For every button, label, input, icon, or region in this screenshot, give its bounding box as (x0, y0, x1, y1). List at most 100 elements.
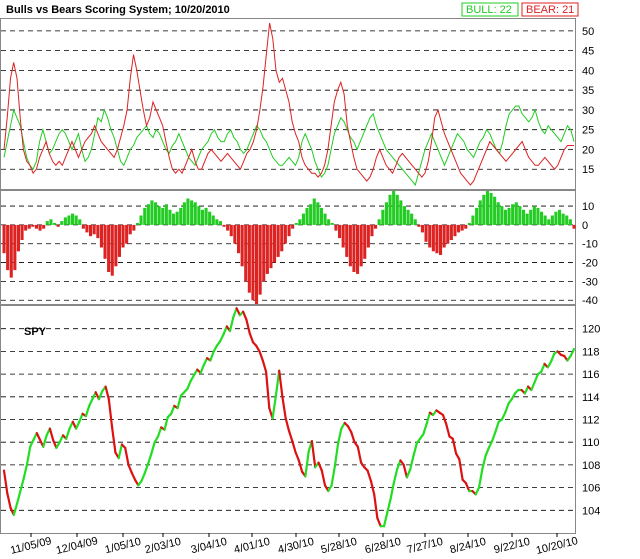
spy-segment (500, 411, 507, 421)
spy-segment (422, 422, 428, 436)
spy-segment (84, 404, 91, 418)
spy-segment (481, 454, 487, 471)
difference-bar (258, 224, 262, 295)
spy-segment (317, 461, 323, 472)
difference-bar (2, 224, 6, 254)
spy-segment (487, 440, 494, 449)
spy-segment (42, 434, 48, 448)
difference-bar (146, 204, 150, 225)
spy-segment (549, 352, 556, 363)
difference-bar (6, 224, 10, 271)
difference-bar (143, 207, 147, 225)
difference-bar (529, 209, 533, 225)
spy-segment (88, 398, 94, 407)
panel-spy-y-axis: 104 106 108 110 112 114 116 118 120 (582, 324, 600, 518)
difference-bar (410, 213, 414, 225)
difference-bar (370, 224, 374, 237)
spy-segment (409, 454, 415, 471)
spy-segment (51, 438, 58, 449)
difference-bar (265, 224, 269, 274)
spy-segment (124, 446, 130, 466)
spy-segment (209, 350, 215, 362)
panel-scores-grid (1, 30, 575, 170)
spy-series-label: SPY (24, 326, 47, 338)
panel-difference-y-axis: 10 0 -10 -20 -30 -40 (582, 201, 598, 307)
difference-bar (381, 209, 385, 225)
difference-bar (511, 204, 515, 225)
spy-segment (451, 437, 458, 455)
difference-bar (85, 224, 89, 233)
panel-difference-frame (0, 190, 576, 305)
y-tick-label: 30 (582, 105, 594, 117)
difference-bar (561, 213, 565, 225)
spy-segment (16, 489, 22, 505)
y-tick-label: 0 (582, 220, 588, 232)
difference-bar (550, 215, 554, 225)
difference-bar (121, 224, 125, 248)
difference-bar (139, 215, 143, 225)
difference-bar (280, 224, 284, 252)
y-tick-label: -40 (582, 295, 598, 307)
spy-segment (219, 333, 225, 343)
spy-segment (281, 395, 287, 420)
difference-bar (92, 224, 96, 235)
difference-bar (532, 206, 536, 225)
difference-bar (150, 200, 154, 225)
y-tick-label: 20 (582, 144, 594, 156)
spy-segment (176, 394, 182, 410)
difference-bar (547, 219, 551, 225)
difference-bar (395, 194, 399, 225)
y-tick-label: 50 (582, 26, 594, 38)
y-tick-label: -30 (582, 276, 598, 288)
spy-segment (441, 413, 448, 426)
spy-segment (287, 429, 294, 443)
series-line-bull (3, 105, 575, 187)
difference-bar (420, 224, 424, 233)
spy-segment (130, 471, 137, 481)
difference-bar (13, 224, 17, 271)
y-tick-label: 114 (582, 392, 600, 404)
difference-bar (439, 224, 443, 255)
difference-bar (341, 224, 345, 248)
spy-segment (228, 316, 235, 333)
difference-bar (190, 200, 194, 225)
y-tick-label: -10 (582, 239, 598, 251)
difference-bars (2, 191, 576, 304)
spy-segment (412, 442, 418, 457)
spy-segment (48, 427, 55, 441)
spy-segment (117, 443, 124, 460)
legend-bull-label: BULL: 22 (466, 4, 512, 16)
difference-bar (327, 219, 331, 225)
difference-bar (67, 215, 71, 225)
difference-bar (71, 213, 75, 225)
difference-bar (449, 224, 453, 240)
difference-bar (16, 224, 20, 252)
difference-bar (24, 224, 28, 231)
difference-bar (186, 198, 190, 225)
spy-segment (474, 486, 481, 496)
chart-title: Bulls vs Bears Scoring System; 10/20/201… (6, 4, 230, 16)
difference-bar (348, 224, 352, 267)
difference-bar (291, 224, 295, 229)
difference-bar (287, 224, 291, 237)
difference-bar (496, 202, 500, 225)
difference-bar (543, 215, 547, 225)
spy-segment (248, 332, 255, 344)
difference-bar (514, 202, 518, 225)
spy-segment (156, 426, 163, 438)
difference-bar (172, 213, 176, 225)
spy-segment (425, 411, 431, 426)
y-tick-label: 104 (582, 505, 600, 517)
spy-segment (170, 404, 176, 415)
difference-bar (179, 207, 183, 225)
spy-segment (373, 493, 379, 520)
spy-segment (386, 497, 392, 514)
spy-segment (402, 463, 408, 479)
difference-bar (132, 224, 136, 231)
difference-bar (38, 224, 42, 231)
difference-bar (262, 224, 266, 282)
spy-segment (202, 357, 209, 367)
difference-bar (493, 196, 497, 225)
